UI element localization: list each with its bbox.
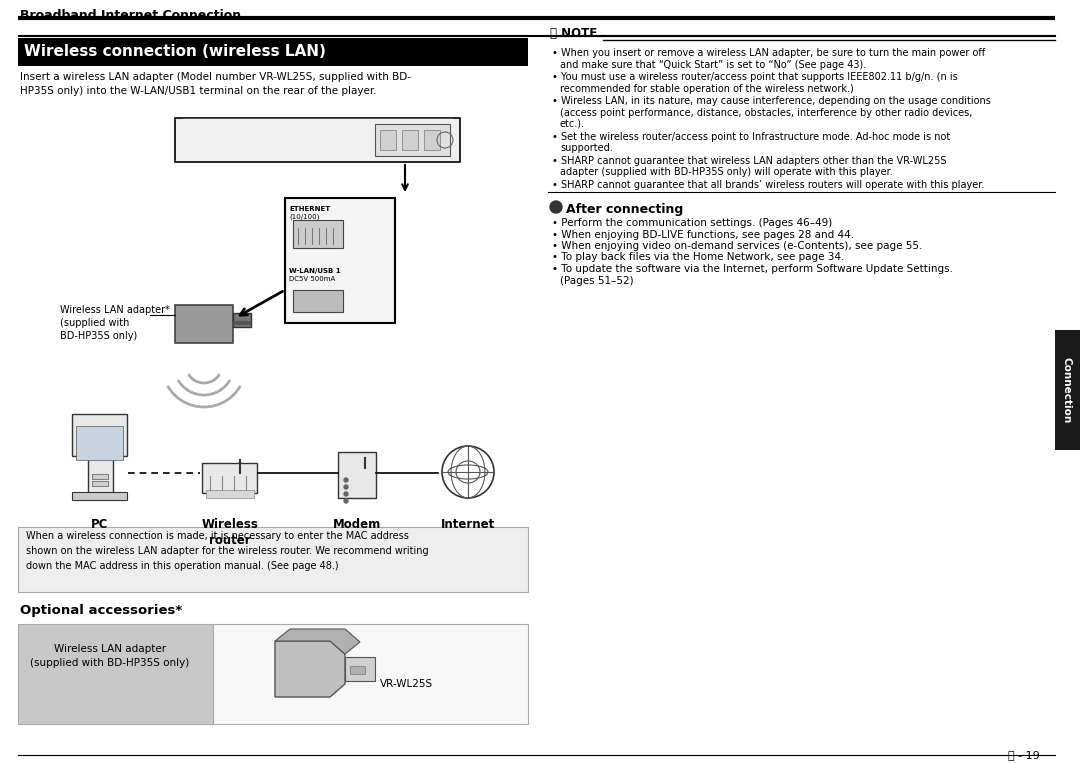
Text: and make sure that “Quick Start” is set to “No” (See page 43).: and make sure that “Quick Start” is set …: [561, 60, 866, 69]
Text: • When enjoying BD-LIVE functions, see pages 28 and 44.: • When enjoying BD-LIVE functions, see p…: [552, 230, 854, 240]
Circle shape: [345, 499, 348, 503]
FancyBboxPatch shape: [293, 290, 343, 312]
Text: Insert a wireless LAN adapter (Model number VR-WL25S, supplied with BD-
HP35S on: Insert a wireless LAN adapter (Model num…: [21, 72, 411, 96]
FancyBboxPatch shape: [233, 321, 251, 325]
Text: PC: PC: [92, 518, 109, 531]
Text: ETHERNET: ETHERNET: [289, 206, 330, 212]
Text: • When you insert or remove a wireless LAN adapter, be sure to turn the main pow: • When you insert or remove a wireless L…: [552, 48, 985, 58]
FancyBboxPatch shape: [175, 305, 233, 343]
Text: etc.).: etc.).: [561, 119, 585, 129]
Text: • Perform the communication settings. (Pages 46–49): • Perform the communication settings. (P…: [552, 218, 833, 228]
FancyBboxPatch shape: [213, 624, 528, 724]
Text: (10/100): (10/100): [289, 214, 320, 221]
FancyBboxPatch shape: [76, 426, 123, 460]
Text: supported.: supported.: [561, 143, 612, 153]
Text: • When enjoying video on-demand services (e-Contents), see page 55.: • When enjoying video on-demand services…: [552, 241, 922, 251]
Text: • Wireless LAN, in its nature, may cause interference, depending on the usage co: • Wireless LAN, in its nature, may cause…: [552, 96, 990, 106]
FancyBboxPatch shape: [375, 124, 450, 156]
Text: • To update the software via the Internet, perform Software Update Settings.: • To update the software via the Interne…: [552, 264, 953, 274]
FancyBboxPatch shape: [87, 450, 113, 498]
Text: Modem: Modem: [333, 518, 381, 531]
FancyBboxPatch shape: [402, 130, 418, 150]
FancyBboxPatch shape: [206, 490, 254, 498]
Circle shape: [345, 478, 348, 482]
FancyBboxPatch shape: [233, 313, 251, 327]
Text: DC5V 500mA: DC5V 500mA: [289, 276, 335, 282]
Circle shape: [345, 485, 348, 489]
Text: W-LAN/USB 1: W-LAN/USB 1: [289, 268, 340, 274]
FancyBboxPatch shape: [92, 481, 108, 486]
Text: Wireless LAN adapter*
(supplied with
BD-HP35S only): Wireless LAN adapter* (supplied with BD-…: [60, 305, 170, 341]
FancyBboxPatch shape: [18, 624, 213, 724]
Polygon shape: [345, 657, 375, 681]
FancyBboxPatch shape: [202, 463, 257, 493]
Circle shape: [550, 201, 562, 213]
FancyBboxPatch shape: [72, 414, 127, 456]
Text: Internet: Internet: [441, 518, 495, 531]
FancyBboxPatch shape: [424, 130, 440, 150]
Polygon shape: [275, 641, 345, 697]
Text: Optional accessories*: Optional accessories*: [21, 604, 183, 617]
FancyBboxPatch shape: [293, 220, 343, 248]
FancyBboxPatch shape: [338, 452, 376, 498]
Text: • Set the wireless router/access point to Infrastructure mode. Ad-hoc mode is no: • Set the wireless router/access point t…: [552, 131, 950, 141]
FancyBboxPatch shape: [18, 38, 528, 66]
Circle shape: [345, 492, 348, 496]
FancyBboxPatch shape: [1055, 330, 1080, 450]
FancyBboxPatch shape: [18, 527, 528, 592]
Text: recommended for stable operation of the wireless network.): recommended for stable operation of the …: [561, 83, 854, 94]
Text: ⎘ NOTE: ⎘ NOTE: [550, 27, 597, 40]
Text: • You must use a wireless router/access point that supports IEEE802.11 b/g/n. (n: • You must use a wireless router/access …: [552, 72, 958, 82]
FancyBboxPatch shape: [380, 130, 396, 150]
FancyBboxPatch shape: [175, 118, 460, 162]
Text: • SHARP cannot guarantee that all brands’ wireless routers will operate with thi: • SHARP cannot guarantee that all brands…: [552, 179, 984, 189]
Text: adapter (supplied with BD-HP35S only) will operate with this player.: adapter (supplied with BD-HP35S only) wi…: [561, 167, 893, 177]
FancyBboxPatch shape: [92, 474, 108, 479]
Text: ⓔ - 19: ⓔ - 19: [1009, 750, 1040, 760]
FancyBboxPatch shape: [72, 492, 127, 500]
Text: (access point performance, distance, obstacles, interference by other radio devi: (access point performance, distance, obs…: [561, 108, 972, 118]
Text: Wireless
router: Wireless router: [202, 518, 258, 547]
FancyBboxPatch shape: [350, 666, 365, 674]
Text: After connecting: After connecting: [566, 203, 684, 216]
Text: VR-WL25S: VR-WL25S: [380, 679, 433, 689]
Text: When a wireless connection is made, it is necessary to enter the MAC address
sho: When a wireless connection is made, it i…: [26, 531, 429, 571]
Text: Wireless connection (wireless LAN): Wireless connection (wireless LAN): [24, 44, 326, 60]
Text: (Pages 51–52): (Pages 51–52): [561, 275, 634, 285]
Text: Connection: Connection: [1062, 357, 1072, 423]
Polygon shape: [275, 629, 360, 654]
Text: Broadband Internet Connection: Broadband Internet Connection: [21, 9, 241, 22]
Text: Wireless LAN adapter
(supplied with BD-HP35S only): Wireless LAN adapter (supplied with BD-H…: [30, 644, 190, 668]
Text: • SHARP cannot guarantee that wireless LAN adapters other than the VR-WL25S: • SHARP cannot guarantee that wireless L…: [552, 156, 946, 166]
Text: • To play back files via the Home Network, see page 34.: • To play back files via the Home Networ…: [552, 253, 845, 262]
FancyBboxPatch shape: [285, 198, 395, 323]
